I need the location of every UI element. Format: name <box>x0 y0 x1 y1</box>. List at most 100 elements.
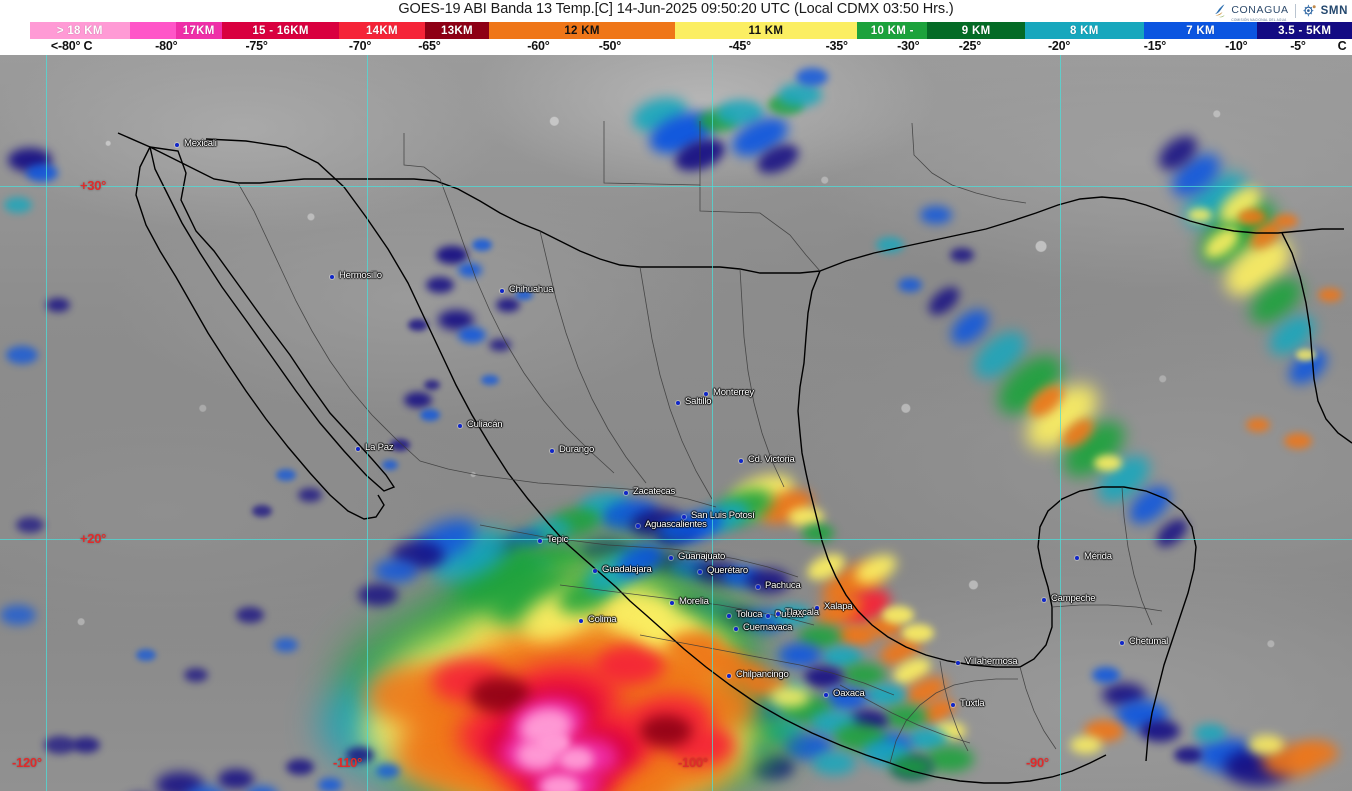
convection-cell <box>1094 455 1122 471</box>
convection-cell <box>884 705 928 729</box>
convection-cell <box>156 772 204 791</box>
city-label: Culiacán <box>467 419 503 430</box>
convection-cell <box>920 206 952 224</box>
convection-cell <box>812 751 856 775</box>
smn-logo: SMN <box>1302 3 1348 19</box>
convection-cell <box>72 737 100 753</box>
convection-cell <box>472 239 492 251</box>
colorbar-segment: 12 KM <box>489 22 675 39</box>
convection-cell <box>6 346 38 364</box>
latitude-label: +20° <box>80 531 107 546</box>
city-dot-icon <box>734 627 738 631</box>
smn-wordmark: SMN <box>1320 5 1348 17</box>
city-label: Tlaxcala <box>785 607 819 618</box>
colorbar-tick: C <box>1337 39 1347 53</box>
city-label: La Paz <box>365 442 394 453</box>
city-dot-icon <box>593 569 597 573</box>
city-label: Cd. Victoria <box>748 454 795 465</box>
city-label: San Luis Potosí <box>691 510 755 521</box>
city-label: Zacatecas <box>633 486 676 497</box>
city-label: Villahermosa <box>965 656 1018 667</box>
convection-cell <box>778 83 822 107</box>
map-canvas: +30° +20° -120° -110° -100° -90° Mexicali Herm… <box>0 55 1352 791</box>
convection-cell <box>796 68 828 86</box>
city-label: Toluca <box>736 609 763 620</box>
logo-group: CONAGUA COMISIÓN NACIONAL DEL AGUA <box>1212 1 1348 22</box>
colorbar-segment: 17KM <box>175 22 222 39</box>
convection-cell <box>1248 735 1284 755</box>
city-dot-icon <box>175 143 179 147</box>
convection-cell <box>390 439 410 451</box>
convection-cell <box>1318 288 1342 302</box>
colorbar-tick: -65° <box>418 39 441 53</box>
convection-cell <box>246 786 278 791</box>
convection-cell <box>186 786 226 791</box>
city-label: Pachuca <box>765 580 801 591</box>
latitude-gridline <box>0 539 1352 540</box>
city-label: Chihuahua <box>509 284 554 295</box>
convection-cell <box>866 684 906 706</box>
colorbar-segment: 9 KM <box>927 22 1025 39</box>
city-dot-icon <box>776 612 780 616</box>
convection-cell <box>458 327 486 343</box>
convection-cell <box>276 469 296 481</box>
city-dot-icon <box>676 401 680 405</box>
header-bar: GOES-19 ABI Banda 13 Temp.[C] 14-Jun-202… <box>0 0 1352 22</box>
colorbar-tick: -25° <box>958 39 982 53</box>
convection-cell <box>470 677 530 713</box>
longitude-gridline <box>367 55 368 791</box>
longitude-gridline <box>712 55 713 791</box>
colorbar-tick: -70° <box>348 39 372 53</box>
convection-cell <box>46 298 70 312</box>
colorbar-tick: -30° <box>897 39 920 53</box>
colorbar-tick: -80° <box>155 39 178 53</box>
convection-cell <box>876 237 904 253</box>
longitude-label: -110° <box>333 755 363 770</box>
convection-cell <box>136 649 156 661</box>
colorbar-segments: > 18 KM 17KM 15 - 16KM 14KM 13KM 12 KM 11 KM 10… <box>0 22 1352 39</box>
convection-cell <box>286 759 314 775</box>
convection-cell <box>596 645 664 685</box>
city-dot-icon <box>636 524 640 528</box>
city-dot-icon <box>500 289 504 293</box>
city-dot-icon <box>682 515 686 519</box>
coastline-overlay <box>117 121 1352 784</box>
convection-cell <box>44 736 76 754</box>
city-dot-icon <box>669 556 673 560</box>
convection-cell <box>950 248 974 262</box>
convection-cell <box>236 607 264 623</box>
city-label: Cuernavaca <box>743 622 793 633</box>
city-dot-icon <box>330 275 334 279</box>
convection-cell <box>1194 724 1226 742</box>
convection-cell <box>1188 208 1212 222</box>
smn-emblem-icon <box>1302 3 1318 19</box>
convection-cell <box>218 769 254 789</box>
convection-cell <box>836 624 876 646</box>
convection-cell <box>382 460 398 470</box>
longitude-gridline <box>1060 55 1061 791</box>
city-dot-icon <box>756 585 760 589</box>
longitude-label: -120° <box>12 755 42 770</box>
convection-cell <box>1296 349 1316 361</box>
convection-cell <box>908 728 948 750</box>
convection-cell <box>16 517 44 533</box>
city-dot-icon <box>739 459 743 463</box>
convection-cell <box>358 584 398 606</box>
convection-cell <box>4 197 32 213</box>
convection-cell <box>1284 433 1312 449</box>
convection-cell <box>481 375 499 385</box>
convection-cell <box>882 606 914 624</box>
convection-cell <box>926 746 974 772</box>
convection-cell <box>298 488 322 502</box>
convection-cell <box>1238 209 1266 225</box>
convection-cell <box>540 775 580 791</box>
colorbar-tick: -75° <box>245 39 268 53</box>
city-label: Puebla <box>775 609 804 620</box>
city-label: Guanajuato <box>678 551 726 562</box>
city-label: Durango <box>559 444 595 455</box>
convection-cell <box>1246 418 1270 432</box>
satellite-map[interactable]: +30° +20° -120° -110° -100° -90° Mexicali Herm… <box>0 55 1352 791</box>
city-dot-icon <box>1042 598 1046 602</box>
city-dot-icon <box>670 601 674 605</box>
